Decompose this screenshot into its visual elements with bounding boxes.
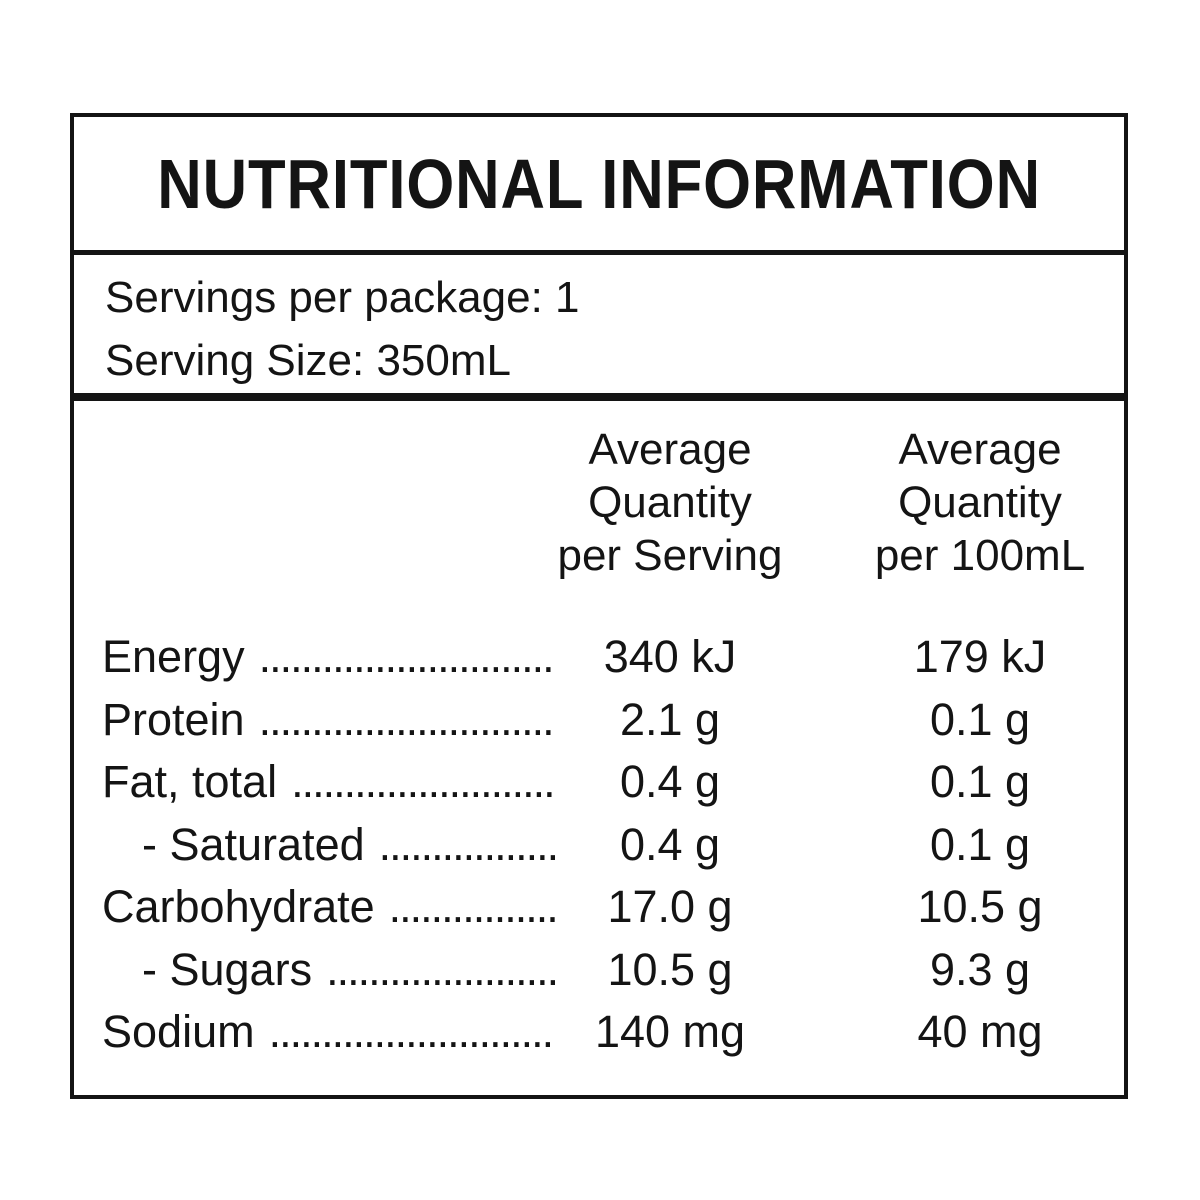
value-gap bbox=[785, 1001, 865, 1064]
value-per-serving: 17.0 g bbox=[607, 881, 733, 932]
table-row-protein: Protein ................................… bbox=[74, 689, 1124, 752]
row-label: Sodium bbox=[102, 1006, 255, 1057]
value-per-serving: 340 kJ bbox=[603, 631, 737, 682]
value-gap bbox=[785, 751, 865, 814]
servings-per-package: Servings per package: 1 bbox=[105, 273, 580, 322]
row-label-cell: Fat, total .............................… bbox=[74, 751, 555, 814]
row-label: Carbohydrate bbox=[102, 881, 375, 932]
value-per-serving: 0.4 g bbox=[619, 818, 721, 870]
nutrition-label-panel: NUTRITIONAL INFORMATION Servings per pac… bbox=[70, 113, 1128, 1099]
value-per-100ml: 40 mg bbox=[917, 1006, 1043, 1057]
row-label-cell: Sodium .................................… bbox=[74, 1001, 555, 1064]
serving-size: Serving Size: 350mL bbox=[105, 336, 511, 385]
row-label-cell: Protein ................................… bbox=[74, 689, 555, 752]
value-per-100ml: 0.1 g bbox=[929, 693, 1031, 745]
dot-leader: ........................................… bbox=[388, 881, 555, 932]
column-header-per-serving: Average Quantity per Serving bbox=[555, 423, 785, 582]
value-per-100ml: 0.1 g bbox=[929, 818, 1031, 870]
nutrition-table: Average Quantity per Serving Average Qua… bbox=[74, 401, 1124, 1064]
value-per-serving: 140 mg bbox=[594, 1006, 746, 1057]
value-per-100ml: 9.3 g bbox=[929, 943, 1031, 995]
table-header-row: Average Quantity per Serving Average Qua… bbox=[74, 423, 1124, 582]
table-row-sodium: Sodium .................................… bbox=[74, 1001, 1124, 1064]
table-row-energy: Energy .................................… bbox=[74, 626, 1124, 689]
header-spacer bbox=[74, 423, 555, 582]
value-gap bbox=[785, 876, 865, 939]
table-row-sugars: - Sugars ...............................… bbox=[74, 939, 1124, 1002]
value-gap bbox=[785, 689, 865, 752]
row-label-cell: Carbohydrate ...........................… bbox=[74, 876, 555, 939]
value-per-serving: 10.5 g bbox=[607, 943, 733, 995]
header-line: per 100mL bbox=[874, 531, 1086, 580]
row-label: Protein bbox=[102, 693, 245, 745]
header-gap bbox=[785, 423, 865, 582]
servings-section: Servings per package: 1 Serving Size: 35… bbox=[74, 255, 1124, 401]
value-per-serving: 2.1 g bbox=[619, 693, 721, 745]
dot-leader: ........................................… bbox=[268, 1006, 555, 1057]
row-label-cell: - Sugars ...............................… bbox=[74, 939, 555, 1002]
dot-leader: ........................................… bbox=[258, 693, 555, 745]
row-label: Fat, total bbox=[102, 756, 278, 807]
row-label-cell: - Saturated ............................… bbox=[74, 814, 555, 877]
value-per-100ml: 179 kJ bbox=[913, 631, 1047, 682]
value-gap bbox=[785, 939, 865, 1002]
dot-leader: ........................................… bbox=[258, 631, 555, 682]
value-per-100ml: 0.1 g bbox=[929, 756, 1031, 807]
header-line: Average bbox=[898, 425, 1062, 474]
value-gap bbox=[785, 626, 865, 689]
value-per-100ml: 10.5 g bbox=[917, 881, 1043, 932]
dot-leader: ........................................… bbox=[378, 818, 555, 870]
row-label: - Saturated bbox=[142, 818, 365, 870]
row-label: - Sugars bbox=[142, 943, 313, 995]
row-label-cell: Energy .................................… bbox=[74, 626, 555, 689]
header-line: Quantity bbox=[588, 478, 752, 527]
header-line: Quantity bbox=[898, 478, 1062, 527]
dot-leader: ........................................… bbox=[291, 756, 555, 807]
title-section: NUTRITIONAL INFORMATION bbox=[74, 117, 1124, 255]
dot-leader: ........................................… bbox=[326, 943, 555, 995]
table-row-fat-total: Fat, total .............................… bbox=[74, 751, 1124, 814]
value-gap bbox=[785, 814, 865, 877]
table-row-saturated: - Saturated ............................… bbox=[74, 814, 1124, 877]
column-header-per-100ml: Average Quantity per 100mL bbox=[865, 423, 1095, 582]
value-per-serving: 0.4 g bbox=[619, 756, 721, 807]
table-row-carbohydrate: Carbohydrate ...........................… bbox=[74, 876, 1124, 939]
row-label: Energy bbox=[102, 631, 245, 682]
page-title: NUTRITIONAL INFORMATION bbox=[157, 144, 1041, 223]
header-line: per Serving bbox=[557, 531, 783, 580]
header-line: Average bbox=[588, 425, 752, 474]
